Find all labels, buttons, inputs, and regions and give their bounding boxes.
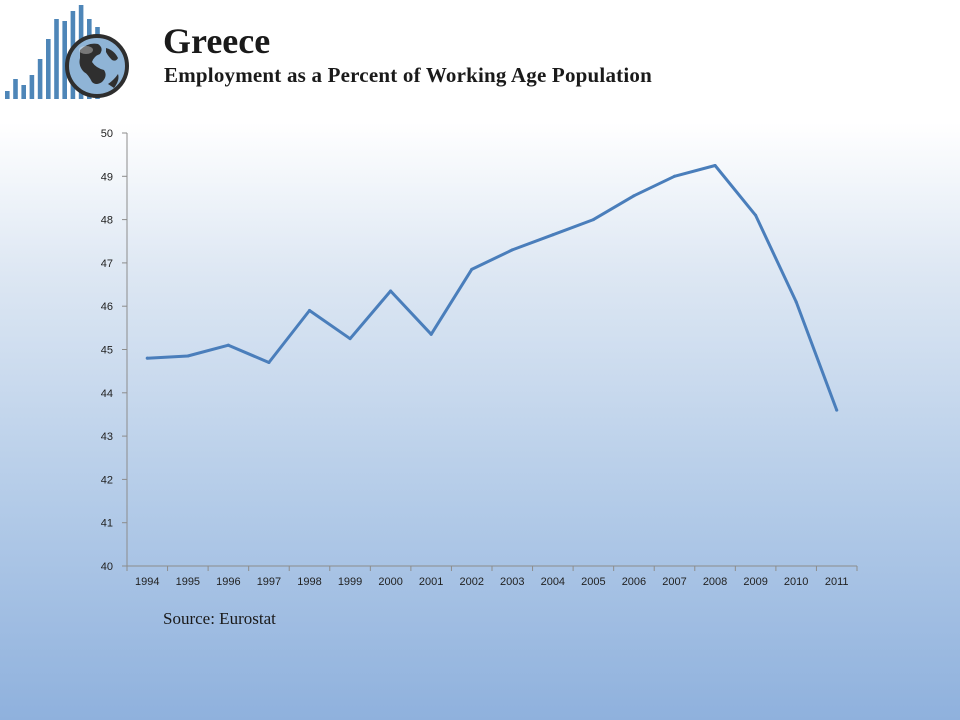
x-tick-label: 1997	[257, 576, 281, 588]
x-tick-label: 2003	[500, 576, 524, 588]
x-tick-label: 2002	[459, 576, 483, 588]
data-point	[389, 289, 393, 293]
data-point	[145, 356, 149, 360]
data-point	[308, 309, 311, 313]
data-point	[429, 332, 433, 336]
data-point	[267, 360, 271, 364]
data-point	[551, 233, 555, 237]
logo-bar	[21, 85, 26, 99]
y-axis: 40 41 42 43 44 45 46 47 48 49 50	[101, 128, 128, 573]
data-point	[632, 194, 636, 198]
series-line	[145, 164, 839, 412]
x-tick-label: 1994	[135, 576, 159, 588]
y-tick-label: 48	[101, 215, 113, 227]
x-tick-label: 1999	[338, 576, 362, 588]
y-tick-label: 42	[101, 474, 113, 486]
data-point	[510, 248, 514, 252]
x-tick-label: 2000	[378, 576, 402, 588]
x-tick-label: 2009	[743, 576, 767, 588]
data-point	[348, 337, 352, 341]
y-tick-label: 41	[101, 518, 113, 530]
y-tick-label: 45	[101, 345, 113, 357]
data-point	[835, 408, 839, 412]
data-point	[794, 300, 798, 304]
y-tick-label: 46	[101, 301, 113, 313]
x-tick-label: 2008	[703, 576, 727, 588]
logo-bar	[54, 19, 59, 99]
x-tick-label: 2011	[825, 576, 849, 588]
data-point	[591, 218, 595, 222]
logo-bar	[37, 59, 43, 99]
x-tick-label: 2001	[419, 576, 443, 588]
x-tick-label: 2004	[541, 576, 565, 588]
data-point	[673, 174, 676, 178]
logo-bar	[46, 39, 51, 99]
x-tick-label: 1998	[297, 576, 321, 588]
series-layer	[145, 163, 839, 412]
x-tick-label: 1996	[216, 576, 240, 588]
data-point	[186, 354, 190, 358]
data-point	[754, 213, 758, 217]
y-tick-label: 44	[101, 388, 113, 400]
data-point	[470, 267, 474, 271]
x-tick-label: 2010	[784, 576, 808, 588]
y-tick-label: 50	[101, 128, 113, 140]
page-title: Greece	[163, 21, 271, 61]
globe-bar-chart-logo	[5, 5, 129, 99]
y-tick-label: 47	[101, 258, 113, 270]
x-tick-label: 1995	[176, 576, 200, 588]
logo-bar	[29, 75, 35, 99]
page-subtitle: Employment as a Percent of Working Age P…	[164, 63, 652, 87]
x-tick-label: 2007	[662, 576, 686, 588]
x-axis: 1994 1995 1996 1997 1998 1999 2000 2001 2002 2003…	[126, 565, 858, 588]
logo-bar	[13, 79, 18, 99]
source-note: Source: Eurostat	[163, 609, 276, 628]
y-tick-label: 49	[101, 171, 113, 183]
globe-icon	[65, 34, 129, 98]
x-tick-label: 2005	[581, 576, 605, 588]
data-point	[226, 343, 230, 347]
y-tick-label: 43	[101, 431, 113, 443]
data-point	[713, 163, 717, 167]
logo-bar	[62, 21, 67, 99]
y-tick-label: 40	[101, 561, 113, 573]
x-tick-label: 2006	[622, 576, 646, 588]
logo-bar	[5, 91, 10, 99]
